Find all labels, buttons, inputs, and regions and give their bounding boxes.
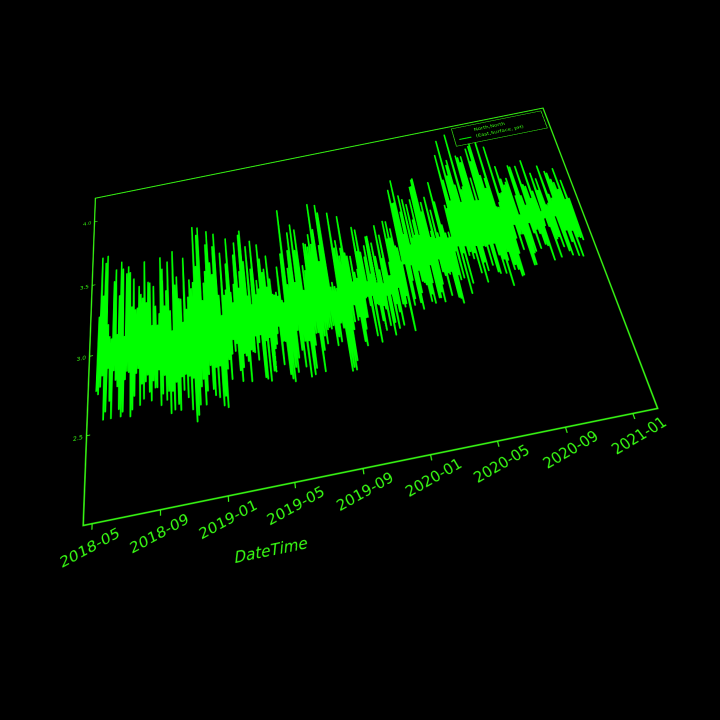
line-chart: 2.53.03.54.0 2018-05 2018-09 2019-01 2019-0… [39,91,720,618]
x-tick-mark [295,482,296,488]
chart-plane: 2.5 3.0 3.5 4.0 2018-05 2018-09 2019-01 2019-0… [39,91,720,618]
